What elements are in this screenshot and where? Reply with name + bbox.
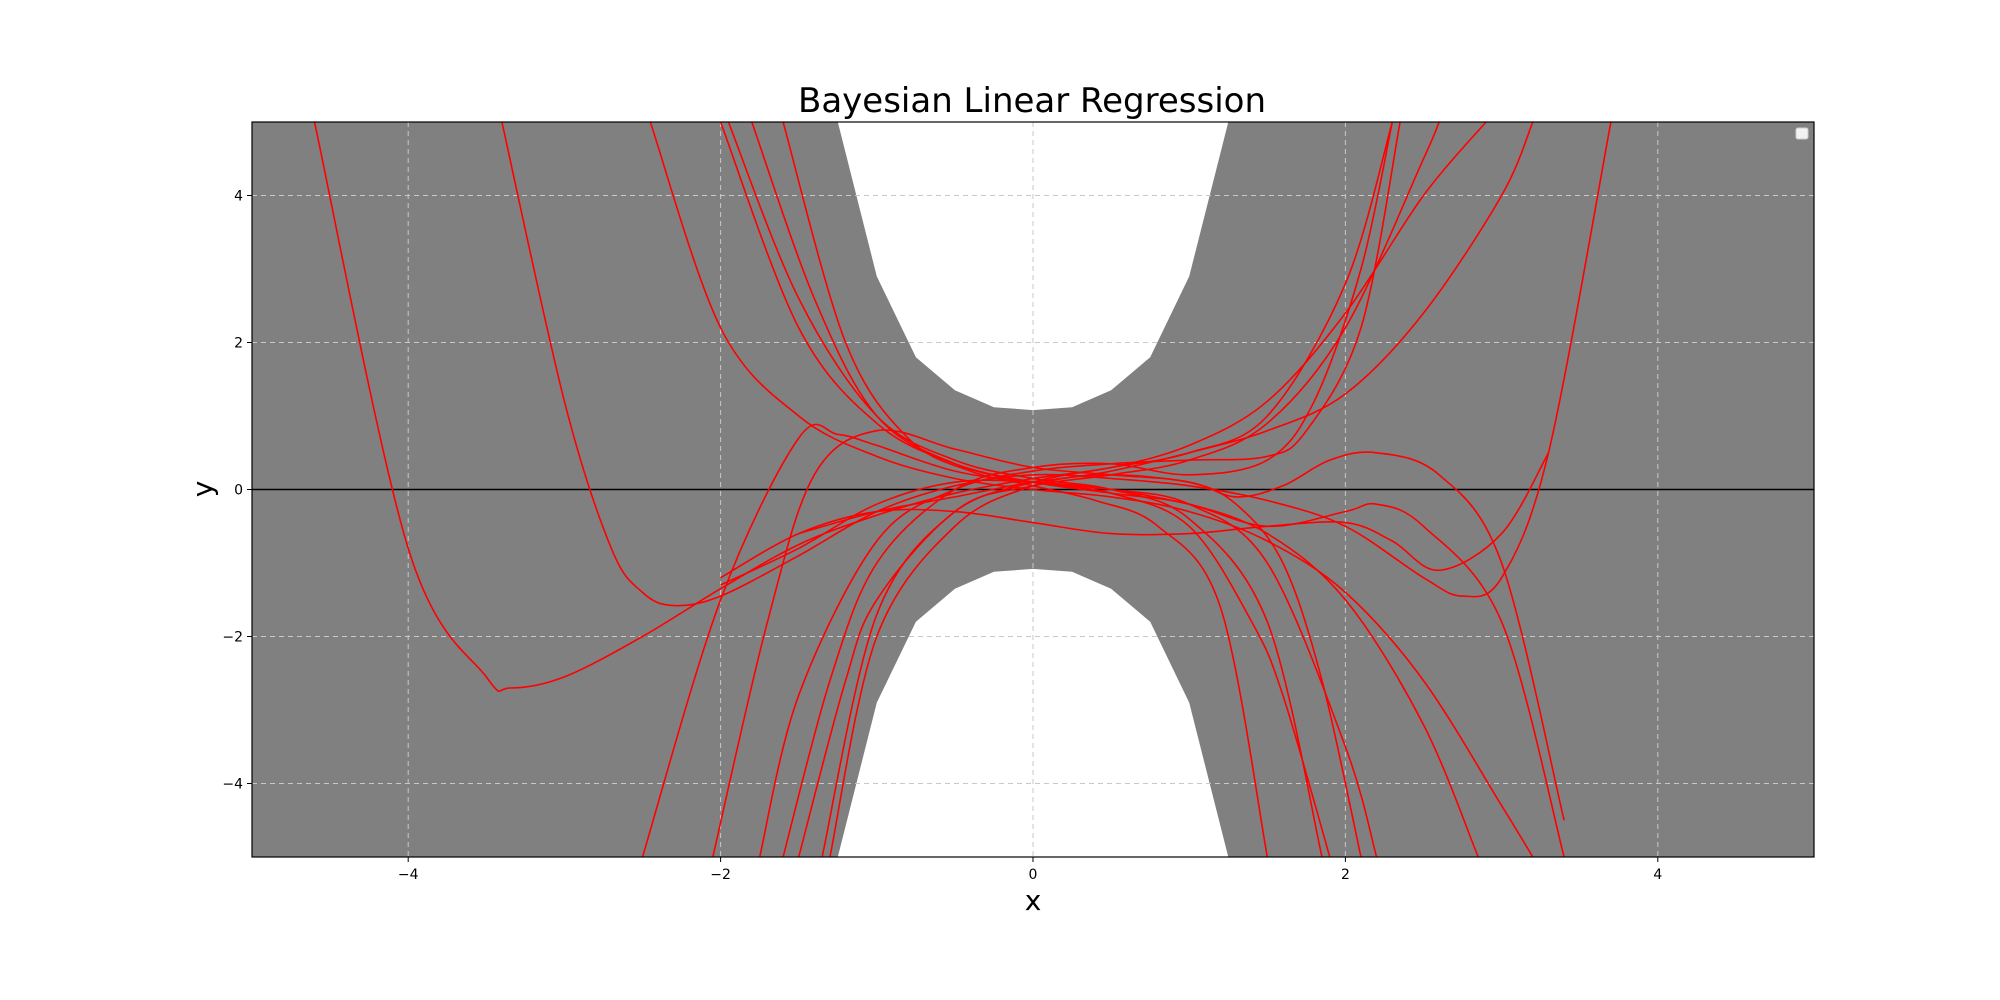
x-tick-label: 0	[1029, 867, 1038, 883]
y-tick-label: 0	[234, 483, 243, 499]
grid-lines	[252, 122, 1814, 857]
y-tick-label: −4	[222, 777, 243, 793]
x-axis-ticks: −4 −2 0 2 4	[398, 857, 1662, 883]
sample-curve-10	[758, 122, 1401, 857]
sample-curve-6	[751, 122, 1331, 857]
sample-curve-16	[720, 479, 1565, 857]
sample-curve-13	[821, 122, 1440, 857]
plot-area	[252, 122, 1814, 857]
sample-curve-17	[798, 451, 1565, 821]
sample-curve-2	[501, 122, 1612, 607]
sample-curve-1	[313, 122, 1487, 692]
x-tick-label: 2	[1341, 867, 1350, 883]
posterior-sample-curves	[313, 122, 1612, 857]
y-tick-label: −2	[222, 630, 243, 646]
x-axis-label: x	[1025, 884, 1042, 917]
y-axis-ticks: −4 −2 0 2 4	[222, 189, 252, 793]
sample-curve-14	[829, 122, 1534, 857]
x-tick-label: −4	[398, 867, 419, 883]
sample-curve-5	[727, 122, 1323, 857]
x-tick-label: −2	[710, 867, 731, 883]
y-axis-label: y	[186, 481, 219, 498]
y-tick-label: 2	[234, 336, 243, 352]
legend-box	[1795, 127, 1809, 140]
sample-curve-3	[649, 122, 1534, 857]
y-tick-label: 4	[234, 189, 243, 205]
sample-curve-12	[797, 122, 1394, 857]
x-tick-label: 4	[1653, 867, 1662, 883]
chart-title: Bayesian Linear Regression	[798, 81, 1266, 121]
